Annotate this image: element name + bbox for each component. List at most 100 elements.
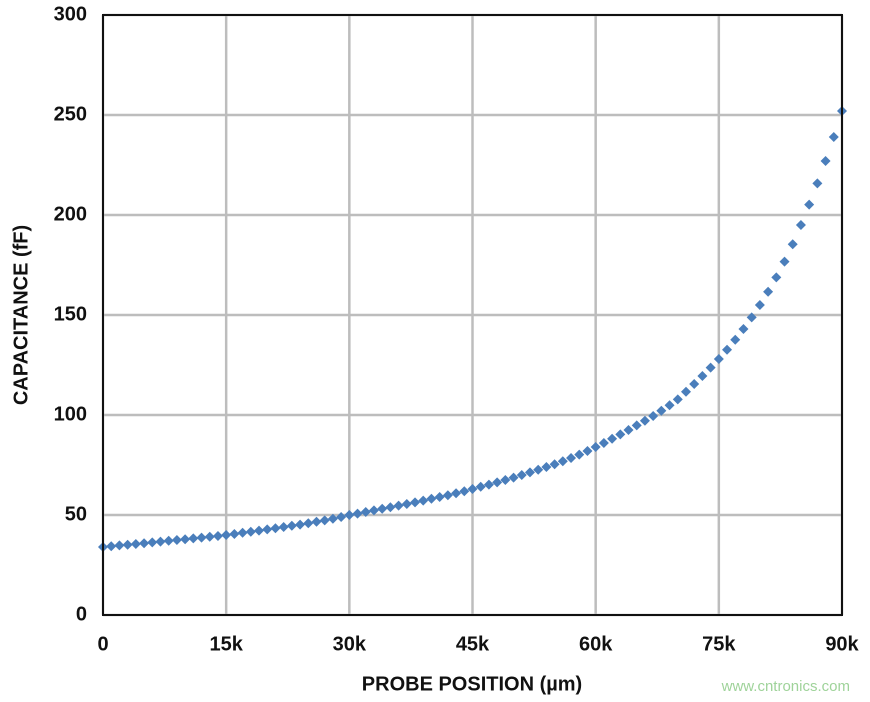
y-tick-label: 50 [65, 503, 87, 525]
data-point [607, 433, 618, 444]
data-point [327, 513, 338, 524]
data-point [705, 362, 716, 373]
data-point [639, 415, 650, 426]
data-point [787, 239, 798, 250]
data-point [385, 502, 396, 513]
data-point [566, 453, 577, 463]
x-tick-label: 90k [825, 633, 859, 655]
data-point [229, 529, 240, 539]
y-tick-label: 0 [76, 603, 87, 625]
data-point [278, 522, 289, 532]
data-point [557, 456, 568, 467]
data-point [746, 312, 757, 323]
data-point [820, 156, 831, 166]
data-point [245, 526, 256, 537]
data-point [812, 178, 823, 189]
data-point [360, 507, 371, 517]
data-point [434, 492, 445, 502]
data-point [336, 512, 347, 522]
x-tick-label: 45k [456, 633, 490, 655]
x-tick-label: 30k [333, 633, 367, 655]
data-point [574, 449, 585, 460]
data-point [664, 400, 675, 411]
data-point [237, 527, 248, 538]
watermark: www.cntronics.com [721, 678, 850, 695]
data-point [401, 499, 412, 509]
data-point [483, 479, 494, 490]
x-axis-label: PROBE POSITION (µm) [362, 673, 582, 695]
data-point [426, 493, 437, 504]
data-point [311, 516, 322, 527]
data-point [262, 524, 273, 535]
data-point [697, 371, 708, 381]
data-point [393, 500, 404, 511]
data-point [680, 386, 691, 397]
data-point [286, 520, 297, 531]
data-point [106, 541, 117, 552]
data-point [221, 530, 232, 540]
data-point [459, 486, 470, 497]
data-point [196, 532, 207, 543]
data-point [122, 539, 133, 550]
data-point [155, 536, 166, 547]
data-point [689, 379, 700, 389]
data-point [204, 531, 215, 542]
data-point [467, 484, 478, 494]
data-point [533, 464, 544, 475]
data-point [475, 481, 486, 492]
y-tick-label: 150 [54, 303, 87, 325]
data-point [500, 475, 511, 485]
data-point [344, 510, 355, 520]
data-point [656, 405, 667, 416]
y-axis-label: CAPACITANCE (fF) [10, 225, 32, 405]
data-point [549, 459, 560, 470]
data-point [442, 490, 453, 501]
data-point [188, 533, 199, 544]
x-tick-label: 75k [702, 633, 736, 655]
data-point [492, 477, 503, 488]
data-point [451, 488, 462, 499]
data-point [163, 535, 174, 546]
data-point [418, 495, 429, 506]
data-point [779, 256, 790, 267]
data-point [303, 518, 314, 529]
data-point [270, 523, 281, 534]
data-point [410, 497, 421, 508]
data-point [295, 519, 306, 530]
data-point [171, 535, 182, 545]
data-point [713, 354, 724, 364]
data-point [352, 508, 363, 519]
data-point [590, 442, 601, 452]
data-point [377, 503, 388, 514]
data-point [738, 324, 749, 334]
data-point [139, 538, 150, 549]
data-point [147, 537, 158, 548]
data-point [516, 470, 527, 480]
data-point [828, 132, 839, 142]
data-point [114, 540, 125, 551]
data-point [763, 286, 774, 297]
y-tick-label: 300 [54, 3, 87, 25]
data-point [582, 446, 593, 456]
plot-frame [102, 14, 843, 616]
data-point [804, 199, 815, 210]
data-point [319, 515, 330, 526]
data-point [541, 462, 552, 472]
data-point [212, 531, 223, 541]
data-point [672, 394, 683, 405]
data-point [615, 429, 626, 440]
data-point [508, 472, 519, 483]
x-tick-label: 0 [97, 633, 108, 655]
data-point [722, 344, 733, 355]
data-point [598, 438, 609, 448]
data-point [795, 220, 806, 230]
data-point [524, 467, 535, 478]
y-tick-label: 100 [54, 403, 87, 425]
data-point [730, 334, 741, 345]
y-tick-label: 200 [54, 203, 87, 225]
data-point [771, 272, 782, 283]
data-point [180, 534, 191, 545]
y-tick-label: 250 [54, 103, 87, 125]
data-point [648, 411, 659, 421]
x-tick-label: 60k [579, 633, 613, 655]
